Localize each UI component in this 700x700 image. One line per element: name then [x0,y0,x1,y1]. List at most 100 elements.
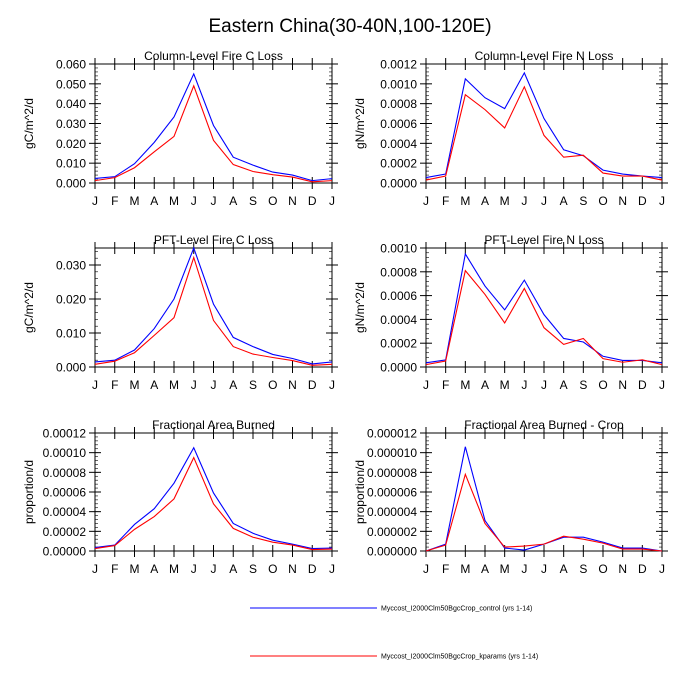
y-tick-label: 0.00002 [43,525,87,539]
x-tick-label: N [288,378,297,392]
y-tick-label: 0.000010 [367,446,417,460]
x-tick-label: D [308,562,317,576]
x-tick-label: J [521,378,527,392]
y-tick-label: 0.0004 [380,313,417,327]
x-tick-label: J [92,378,98,392]
y-tick-label: 0.020 [56,293,86,307]
y-axis-label: gC/m^2/d [22,98,36,149]
y-tick-label: 0.000000 [367,545,417,559]
series-line-kparams [425,472,663,552]
y-tick-label: 0.00006 [43,486,87,500]
x-tick-label: M [169,378,179,392]
plot-frame [425,63,663,184]
x-tick-label: F [111,378,118,392]
y-tick-label: 0.0002 [380,157,417,171]
x-tick-label: D [638,562,647,576]
x-tick-label: M [460,194,470,208]
x-tick-label: M [460,562,470,576]
x-tick-label: J [329,562,335,576]
x-tick-label: A [481,378,489,392]
x-tick-label: J [211,194,217,208]
y-tick-label: 0.000002 [367,525,417,539]
x-tick-label: S [579,194,587,208]
y-tick-label: 0.010 [56,157,86,171]
x-tick-label: M [130,378,140,392]
panel-5: Fractional Area Burned proportion/d 0.0000… [22,418,338,576]
y-tick-label: 0.010 [56,327,86,341]
x-tick-label: J [191,194,197,208]
y-tick-label: 0.030 [56,259,86,273]
y-tick-label: 0.050 [56,77,86,91]
x-tick-label: S [249,378,257,392]
x-tick-label: J [211,562,217,576]
x-tick-label: O [268,562,277,576]
y-tick-label: 0.0002 [380,337,417,351]
y-tick-label: 0.0010 [380,242,417,256]
y-axis-label: proportion/d [22,460,36,524]
legend-entry-kparams: Myccost_I2000Clm50BgcCrop_kparams (yrs 1… [250,654,538,661]
plot-frame [425,247,663,368]
x-tick-label: F [111,194,118,208]
panel-1: Column-Level Fire C Loss gC/m^2/d 0.000 0.0… [22,49,338,208]
x-tick-label: J [659,194,665,208]
y-tick-label: 0.0008 [380,265,417,279]
x-tick-label: D [308,378,317,392]
x-tick-label: A [150,562,158,576]
y-tick-label: 0.000004 [367,505,417,519]
plot-title: PFT-Level Fire N Loss [484,233,603,247]
y-tick-label: 0.000006 [367,486,417,500]
series-line-control [94,72,333,182]
series-line-kparams [425,269,663,366]
x-tick-label: M [500,562,510,576]
plot-title: PFT-Level Fire C Loss [154,233,273,247]
y-tick-label: 0.0006 [380,289,417,303]
x-tick-label: M [169,562,179,576]
x-tick-label: J [191,562,197,576]
x-tick-label: M [130,194,140,208]
x-tick-label: A [560,194,568,208]
x-tick-label: M [500,378,510,392]
series-line-kparams [94,255,333,366]
x-tick-label: F [111,562,118,576]
x-tick-label: J [329,378,335,392]
x-tick-label: M [500,194,510,208]
y-tick-label: 0.00010 [43,446,87,460]
y-tick-label: 0.00012 [43,427,87,441]
x-tick-label: N [288,562,297,576]
x-tick-label: J [211,378,217,392]
x-tick-label: N [288,194,297,208]
panel-4: PFT-Level Fire N Loss gN/m^2/d 0.0000 0.000… [353,233,668,392]
x-tick-label: F [442,194,449,208]
x-tick-label: M [130,562,140,576]
y-tick-label: 0.00004 [43,505,87,519]
y-axis-label: proportion/d [353,460,367,524]
y-tick-label: 0.040 [56,97,86,111]
x-tick-label: J [423,194,429,208]
series-line-kparams [94,456,333,551]
panel-3: PFT-Level Fire C Loss gC/m^2/d 0.000 0.010 0… [22,233,338,392]
x-tick-label: J [541,194,547,208]
x-tick-label: A [150,378,158,392]
y-tick-label: 0.00000 [43,545,87,559]
x-tick-label: A [481,194,489,208]
x-tick-label: S [249,194,257,208]
x-tick-label: S [249,562,257,576]
x-tick-label: J [92,194,98,208]
x-tick-label: D [638,378,647,392]
x-tick-label: O [268,378,277,392]
y-axis-label: gN/m^2/d [353,98,367,149]
x-tick-label: J [329,194,335,208]
y-axis-label: gN/m^2/d [353,282,367,333]
y-tick-label: 0.0004 [380,137,417,151]
x-tick-label: A [150,194,158,208]
series-line-control [425,71,663,179]
x-tick-label: D [308,194,317,208]
x-tick-label: M [460,378,470,392]
panel-2: Column-Level Fire N Loss gN/m^2/d 0.0000 0.… [353,49,668,208]
series-line-kparams [94,84,333,183]
x-tick-label: O [598,562,607,576]
x-tick-label: A [481,562,489,576]
x-tick-label: F [442,378,449,392]
y-tick-label: 0.000012 [367,427,417,441]
